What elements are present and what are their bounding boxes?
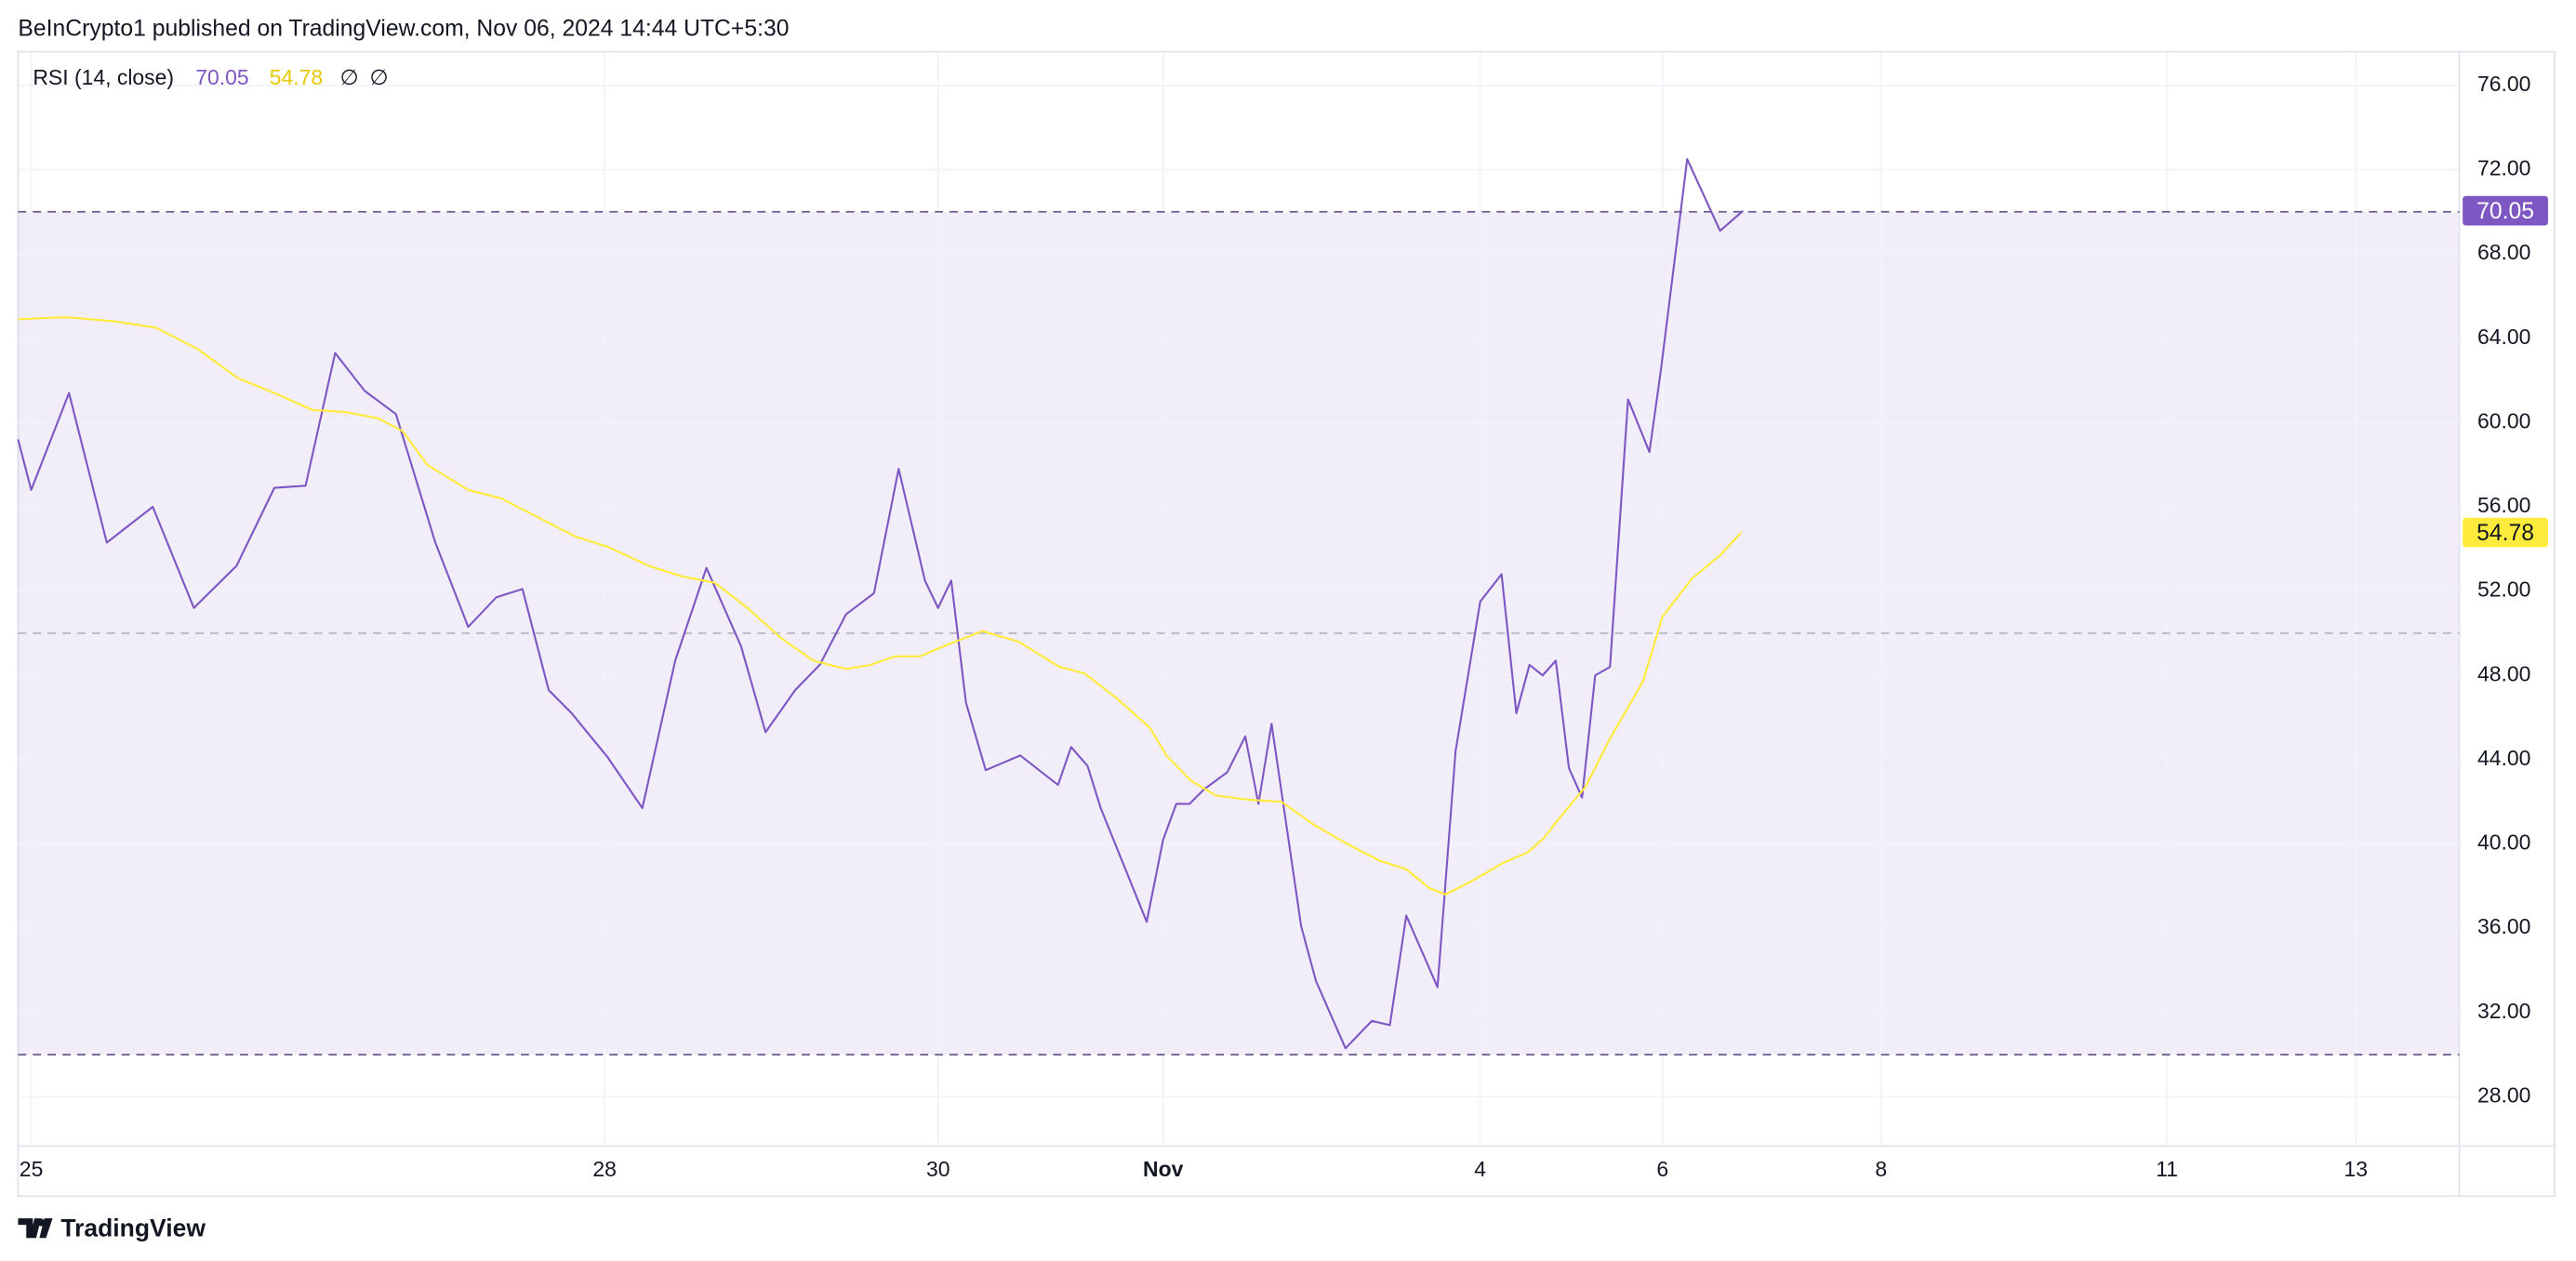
- series-line: [18, 316, 1743, 896]
- y-tick-label: 68.00: [2477, 240, 2530, 264]
- legend-title: RSI (14, close): [33, 65, 174, 89]
- price-badge: [2463, 517, 2548, 548]
- legend-icon: ∅: [369, 65, 388, 89]
- footer-brand: TradingView: [60, 1214, 206, 1241]
- y-tick-label: 56.00: [2477, 493, 2530, 517]
- y-tick-label: 40.00: [2477, 830, 2530, 855]
- y-tick-label: 64.00: [2477, 325, 2530, 349]
- y-tick-label: 72.00: [2477, 156, 2530, 180]
- footer-logo: TradingView: [18, 1214, 206, 1241]
- legend-value: 54.78: [270, 65, 323, 89]
- price-badge: [2463, 195, 2548, 226]
- series-line: [17, 158, 1745, 1050]
- legend-value: 70.05: [195, 65, 248, 89]
- x-tick-label: Nov: [1143, 1157, 1184, 1181]
- x-tick-label: 4: [1474, 1157, 1486, 1181]
- y-tick-label: 76.00: [2477, 72, 2530, 96]
- x-tick-label: 6: [1656, 1157, 1668, 1181]
- x-tick-label: 11: [2156, 1157, 2178, 1181]
- frame: [17, 50, 2556, 1198]
- plot-area: 28.00 32.00 36.00 40.00 44.00 48.00 52.00 56.00…: [17, 52, 2556, 1196]
- y-tick-label: 52.00: [2477, 577, 2530, 602]
- x-tick-label: 8: [1875, 1157, 1887, 1181]
- price-badge-label: 70.05: [2476, 199, 2534, 224]
- price-badge-label: 54.78: [2476, 521, 2534, 546]
- y-tick-label: 28.00: [2477, 1082, 2530, 1107]
- y-tick-label: 36.00: [2477, 914, 2530, 938]
- logo-icon: [18, 1218, 42, 1239]
- header: BeInCrypto1 published on TradingView.com…: [18, 16, 789, 41]
- y-tick-label: 44.00: [2477, 746, 2530, 770]
- x-tick-label: 30: [926, 1157, 950, 1181]
- x-tick-label: 13: [2344, 1157, 2369, 1181]
- x-tick-label: 25: [20, 1157, 44, 1181]
- y-tick-label: 48.00: [2477, 661, 2530, 685]
- x-tick-label: 28: [592, 1157, 617, 1181]
- logo-icon: [39, 1218, 53, 1239]
- y-tick-label: 60.00: [2477, 408, 2530, 432]
- legend-icon: ∅: [340, 65, 359, 89]
- y-tick-label: 32.00: [2477, 999, 2530, 1023]
